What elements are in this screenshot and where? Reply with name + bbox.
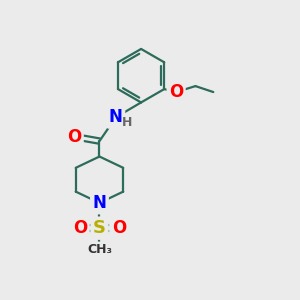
Text: N: N: [92, 194, 106, 212]
Text: O: O: [112, 219, 126, 237]
Text: N: N: [109, 108, 123, 126]
Text: O: O: [169, 83, 183, 101]
Text: O: O: [67, 128, 81, 146]
Text: H: H: [122, 116, 133, 129]
Text: S: S: [93, 219, 106, 237]
Text: O: O: [73, 219, 87, 237]
Text: CH₃: CH₃: [87, 243, 112, 256]
